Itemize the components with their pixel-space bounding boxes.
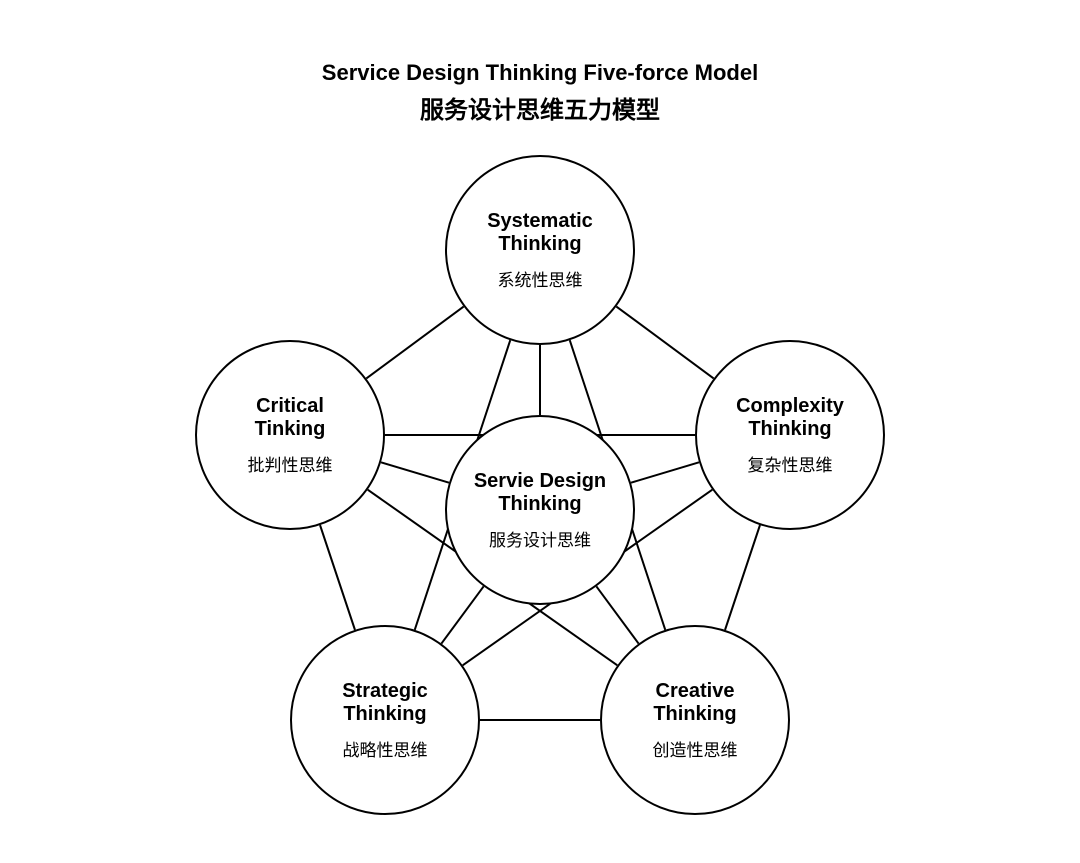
- node-label-en: CriticalTinking: [255, 395, 326, 441]
- diagram-edge: [725, 525, 760, 630]
- diagram-edge: [596, 586, 638, 643]
- node-left: CriticalTinking 批判性思维: [195, 340, 385, 530]
- node-right: ComplexityThinking 复杂性思维: [695, 340, 885, 530]
- node-top: SystematicThinking 系统性思维: [445, 155, 635, 345]
- diagram-edge: [320, 525, 355, 630]
- diagram-edge: [631, 462, 699, 482]
- diagram-edge: [616, 307, 713, 379]
- diagram-edge: [381, 462, 449, 482]
- node-label-en: StrategicThinking: [342, 680, 428, 726]
- node-center: Servie DesignThinking 服务设计思维: [445, 415, 635, 605]
- diagram-edge: [441, 586, 483, 643]
- node-label-en: ComplexityThinking: [736, 395, 844, 441]
- node-label-zh: 系统性思维: [498, 266, 583, 291]
- node-label-zh: 复杂性思维: [748, 451, 833, 476]
- node-label-en: Servie DesignThinking: [474, 470, 606, 516]
- node-label-en: SystematicThinking: [487, 210, 593, 256]
- node-br: CreativeThinking 创造性思维: [600, 625, 790, 815]
- node-label-zh: 批判性思维: [248, 451, 333, 476]
- node-label-zh: 服务设计思维: [489, 526, 591, 551]
- node-label-zh: 创造性思维: [653, 736, 738, 761]
- diagram-edge: [366, 307, 463, 379]
- node-bl: StrategicThinking 战略性思维: [290, 625, 480, 815]
- node-label-en: CreativeThinking: [653, 680, 736, 726]
- node-label-zh: 战略性思维: [343, 736, 428, 761]
